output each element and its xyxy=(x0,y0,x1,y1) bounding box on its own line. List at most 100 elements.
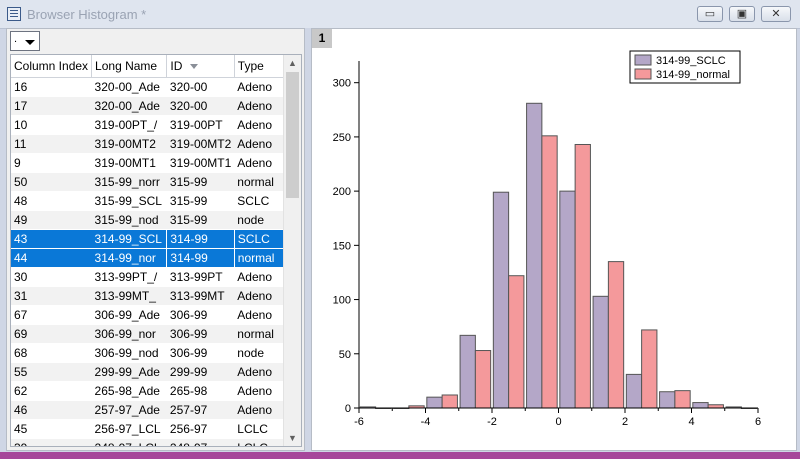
table-row[interactable]: 43 314-99_SCL 314-99 SCLC xyxy=(11,229,301,249)
histogram-bar xyxy=(674,390,691,409)
table-cell-id: 315-99 xyxy=(166,191,235,211)
table-cell-index: 43 xyxy=(11,229,92,249)
close-button[interactable]: ✕ xyxy=(761,6,791,22)
x-tick-label: -6 xyxy=(354,416,364,428)
histogram-bar xyxy=(625,373,643,409)
scrollbar-thumb[interactable] xyxy=(286,72,299,198)
table-row[interactable]: 50 315-99_norr 315-99 normal xyxy=(11,172,301,192)
table-cell-long-name: 306-99_nor xyxy=(91,324,167,344)
histogram-bar xyxy=(441,394,458,409)
table-cell-long-name: 320-00_Ade xyxy=(91,96,167,116)
table-cell-long-name: 306-99_Ade xyxy=(91,305,167,325)
table-row[interactable]: 68 306-99_nod 306-99 node xyxy=(11,343,301,363)
table-cell-index: 9 xyxy=(11,153,92,173)
pane-splitter[interactable] xyxy=(305,28,311,451)
column-table: Column Index Long Name ID Type 16 320-00_… xyxy=(11,55,301,446)
maximize-button[interactable]: ▣ xyxy=(729,6,755,22)
filter-dropdown[interactable]: . xyxy=(10,31,40,51)
filter-dropdown-value: . xyxy=(14,33,18,45)
histogram-bar xyxy=(574,143,591,409)
table-cell-id: 313-99PT xyxy=(166,267,235,287)
x-tick-label: -2 xyxy=(487,416,497,428)
table-cell-id: 319-00PT xyxy=(166,115,235,135)
table-row[interactable]: 49 315-99_nod 315-99 node xyxy=(11,210,301,230)
table-row[interactable]: 30 313-99PT_/313-99PT Adeno xyxy=(11,267,301,287)
table-row[interactable]: 69 306-99_nor 306-99 normal xyxy=(11,324,301,344)
layer-tab[interactable]: 1 xyxy=(312,29,332,48)
table-cell-id: 320-00 xyxy=(166,96,235,116)
table-cell-id: 306-99 xyxy=(166,305,235,325)
table-cell-long-name: 265-98_Ade xyxy=(91,381,167,401)
scroll-up-icon[interactable]: ▲ xyxy=(288,58,297,68)
table-cell-id: 313-99MT xyxy=(166,286,235,306)
table-row[interactable]: 48 315-99_SCL 315-99 SCLC xyxy=(11,191,301,211)
table-cell-id: 319-00MT1 xyxy=(166,153,235,173)
table-cell-long-name: 320-00_Ade xyxy=(91,77,167,97)
table-cell-id: 319-00MT2 xyxy=(166,134,235,154)
column-header-long-name[interactable]: Long Name xyxy=(91,55,168,78)
y-tick-label: 150 xyxy=(333,240,351,252)
table-cell-index: 55 xyxy=(11,362,92,382)
table-row[interactable]: 10 319-00PT_/319-00PT Adeno xyxy=(11,115,301,135)
table-cell-index: 49 xyxy=(11,210,92,230)
table-header-row: Column Index Long Name ID Type xyxy=(11,55,301,78)
histogram-bar xyxy=(426,396,443,409)
table-cell-id: 265-98 xyxy=(166,381,235,401)
table-cell-index: 44 xyxy=(11,248,92,268)
histogram-bar xyxy=(592,295,609,409)
x-tick-label: 0 xyxy=(555,416,561,428)
histogram-bar xyxy=(508,275,525,409)
histogram-bar xyxy=(526,102,543,409)
table-cell-index: 68 xyxy=(11,343,92,363)
table-cell-id: 299-99 xyxy=(166,362,235,382)
table-cell-index: 48 xyxy=(11,191,92,211)
window-title: Browser Histogram * xyxy=(27,7,147,22)
table-cell-long-name: 319-00MT1 xyxy=(91,153,167,173)
table-cell-index: 39 xyxy=(11,438,92,446)
vertical-scrollbar[interactable]: ▲ ▼ xyxy=(283,55,301,446)
y-tick-label: 50 xyxy=(339,349,351,361)
table-cell-index: 46 xyxy=(11,400,92,420)
table-cell-long-name: 313-99PT_/ xyxy=(91,267,167,287)
table-cell-long-name: 256-97_LCL xyxy=(91,419,167,439)
window-bottom-border xyxy=(0,452,800,459)
table-cell-long-name: 299-99_Ade xyxy=(91,362,167,382)
table-cell-long-name: 257-97_Ade xyxy=(91,400,167,420)
table-cell-id: 314-99 xyxy=(166,229,235,249)
table-row[interactable]: 31 313-99MT_ 313-99MT Adeno xyxy=(11,286,301,306)
table-cell-index: 45 xyxy=(11,419,92,439)
table-cell-long-name: 248-97_LCL xyxy=(91,438,167,446)
table-row[interactable]: 67 306-99_Ade 306-99 Adeno xyxy=(11,305,301,325)
legend-swatch xyxy=(634,54,652,66)
table-row[interactable]: 55 299-99_Ade 299-99 Adeno xyxy=(11,362,301,382)
histogram-bar xyxy=(474,350,492,409)
y-tick-label: 300 xyxy=(333,78,351,90)
table-row[interactable]: 62 265-98_Ade 265-98 Adeno xyxy=(11,381,301,401)
legend-swatch xyxy=(634,68,652,80)
table-row[interactable]: 45 256-97_LCL 256-97 LCLC xyxy=(11,419,301,439)
chevron-down-icon xyxy=(25,40,35,45)
table-row[interactable]: 11 319-00MT2 319-00MT2 Adeno xyxy=(11,134,301,154)
table-cell-index: 17 xyxy=(11,96,92,116)
table-row[interactable]: 16 320-00_Ade 320-00 Adeno xyxy=(11,77,301,97)
table-cell-long-name: 306-99_nod xyxy=(91,343,167,363)
table-cell-index: 30 xyxy=(11,267,92,287)
scroll-down-icon[interactable]: ▼ xyxy=(288,433,297,443)
table-cell-long-name: 319-00MT2 xyxy=(91,134,167,154)
table-row[interactable]: 44 314-99_nor 314-99 normal xyxy=(11,248,301,268)
table-row[interactable]: 9 319-00MT1 319-00MT1 Adeno xyxy=(11,153,301,173)
close-icon: ✕ xyxy=(771,8,781,20)
column-header-id[interactable]: ID xyxy=(166,55,235,78)
table-cell-id: 248-97 xyxy=(166,438,235,446)
table-cell-long-name: 319-00PT_/ xyxy=(91,115,167,135)
table-row[interactable]: 17 320-00_Ade 320-00 Adeno xyxy=(11,96,301,116)
table-cell-id: 314-99 xyxy=(166,248,235,268)
histogram-bar xyxy=(541,135,558,409)
table-row[interactable]: 46 257-97_Ade 257-97 Adeno xyxy=(11,400,301,420)
y-tick-label: 0 xyxy=(345,403,351,415)
table-cell-index: 16 xyxy=(11,77,92,97)
table-cell-index: 50 xyxy=(11,172,92,192)
column-header-index[interactable]: Column Index xyxy=(11,55,93,78)
minimize-button[interactable]: ▭ xyxy=(697,6,723,22)
